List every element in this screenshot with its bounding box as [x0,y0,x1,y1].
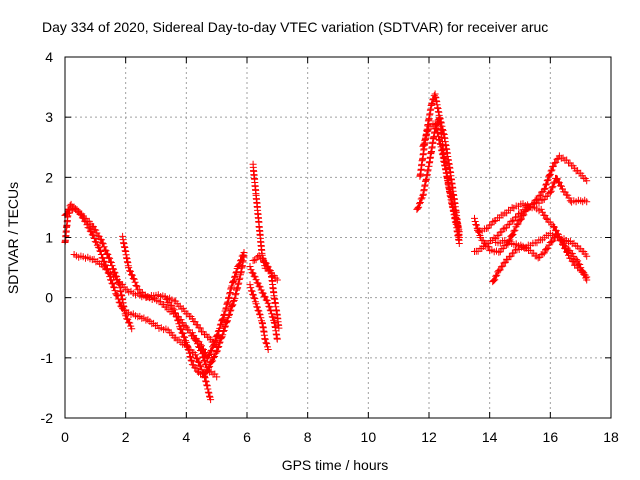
y-tick-label: -1 [41,350,54,366]
y-tick-label: 4 [45,49,53,65]
x-tick-label: 2 [122,429,130,445]
grid [65,57,611,418]
x-tick-label: 10 [361,429,377,445]
x-tick-label: 16 [543,429,559,445]
series-markers [119,232,221,350]
y-tick-label: 2 [45,169,53,185]
series-arc-e [161,252,248,380]
series-arc-h [246,281,272,353]
x-tick-label: 8 [304,429,312,445]
series-arc-l [416,90,463,247]
series-arc-j [249,252,283,332]
series-markers [249,252,283,332]
series-markers [246,281,272,353]
y-tick-label: -2 [41,410,54,426]
series-markers [416,90,463,247]
series-arc-q [489,229,591,286]
series-arc-b [61,200,215,404]
plot-frame [64,56,612,419]
chart-title: Day 334 of 2020, Sidereal Day-to-day VTE… [42,19,548,35]
x-tick-label: 18 [603,429,619,445]
series-markers [188,249,248,363]
x-tick-label: 4 [182,429,190,445]
y-tick-label: 3 [45,109,53,125]
y-tick-label: 0 [45,290,53,306]
x-tick-label: 14 [482,429,498,445]
series-markers [161,252,248,380]
x-tick-label: 6 [243,429,251,445]
y-tick-label: 1 [45,230,53,246]
data-points [61,90,591,404]
x-axis-label: GPS time / hours [282,457,389,473]
series-arc-r [492,231,591,281]
series-arc-m [419,120,463,236]
series-markers [489,229,591,286]
x-tick-label: 12 [421,429,437,445]
x-tick-label: 0 [61,429,69,445]
series-markers [246,263,281,343]
series-markers [492,231,591,281]
series-arc-f [188,249,248,363]
series-markers [419,120,463,236]
series-markers [61,200,215,404]
y-axis-label: SDTVAR / TECUs [5,182,21,294]
series-arc-d [119,232,221,350]
series-arc-i [246,263,281,343]
